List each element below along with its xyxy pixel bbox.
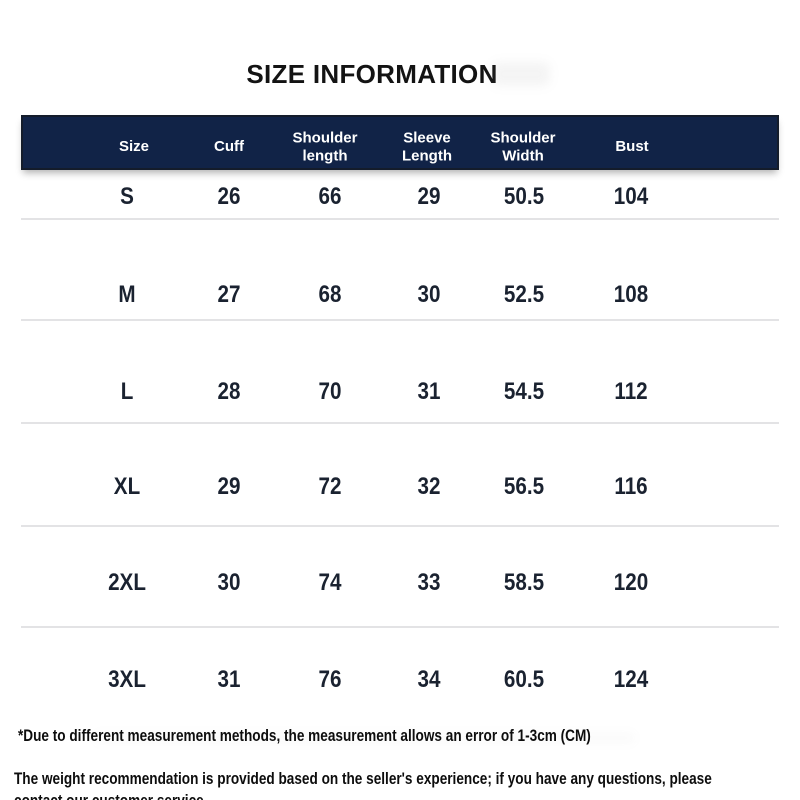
table-cell: 50.5 xyxy=(503,183,545,210)
measurement-note: *Due to different measurement methods, t… xyxy=(18,726,591,745)
table-cell: 26 xyxy=(217,183,241,210)
table-cell: 70 xyxy=(318,378,342,405)
table-cell: 52.5 xyxy=(503,281,545,308)
page-title: SIZE INFORMATION xyxy=(246,59,498,89)
watermark-smudge xyxy=(95,733,635,743)
row-label-m: M xyxy=(118,281,136,308)
row-label-2xl: 2XL xyxy=(108,569,146,596)
table-cell: 27 xyxy=(217,281,241,308)
table-cell: 116 xyxy=(614,473,648,500)
weight-note: The weight recommendation is provided ba… xyxy=(14,769,712,800)
table-cell: 29 xyxy=(417,183,441,210)
table-cell: 72 xyxy=(318,473,342,500)
column-header-size: Size xyxy=(118,138,149,156)
table-cell: 112 xyxy=(614,378,648,405)
row-divider xyxy=(21,422,779,424)
row-label-3xl: 3XL xyxy=(108,666,146,693)
row-label-s: S xyxy=(120,183,134,210)
table-cell: 32 xyxy=(417,473,441,500)
row-divider xyxy=(21,319,779,321)
table-cell: 56.5 xyxy=(503,473,545,500)
column-header-shoulder-length: Shoulder length xyxy=(292,129,358,164)
table-cell: 104 xyxy=(613,183,649,210)
table-cell: 54.5 xyxy=(503,378,545,405)
column-header-shoulder-width: Shoulder Width xyxy=(490,129,556,164)
table-cell: 60.5 xyxy=(503,666,545,693)
table-cell: 31 xyxy=(417,378,441,405)
row-label-l: L xyxy=(120,378,134,405)
table-cell: 33 xyxy=(417,569,441,596)
table-cell: 29 xyxy=(217,473,241,500)
column-header-cuff: Cuff xyxy=(214,138,244,156)
row-divider xyxy=(21,218,779,220)
column-header-sleeve-length: Sleeve Length xyxy=(402,129,452,164)
table-cell: 66 xyxy=(318,183,342,210)
table-cell: 124 xyxy=(613,666,649,693)
table-header-bar xyxy=(21,115,779,170)
table-cell: 108 xyxy=(613,281,649,308)
table-cell: 34 xyxy=(417,666,441,693)
table-cell: 68 xyxy=(318,281,342,308)
watermark-smudge xyxy=(492,62,550,86)
table-cell: 58.5 xyxy=(503,569,545,596)
column-header-bust: Bust xyxy=(615,138,649,156)
row-divider xyxy=(21,626,779,628)
table-cell: 31 xyxy=(217,666,241,693)
table-cell: 76 xyxy=(318,666,342,693)
table-cell: 120 xyxy=(613,569,649,596)
row-divider xyxy=(21,525,779,527)
table-cell: 30 xyxy=(217,569,241,596)
table-cell: 74 xyxy=(318,569,342,596)
table-cell: 30 xyxy=(417,281,441,308)
row-label-xl: XL xyxy=(113,473,141,500)
table-cell: 28 xyxy=(217,378,241,405)
